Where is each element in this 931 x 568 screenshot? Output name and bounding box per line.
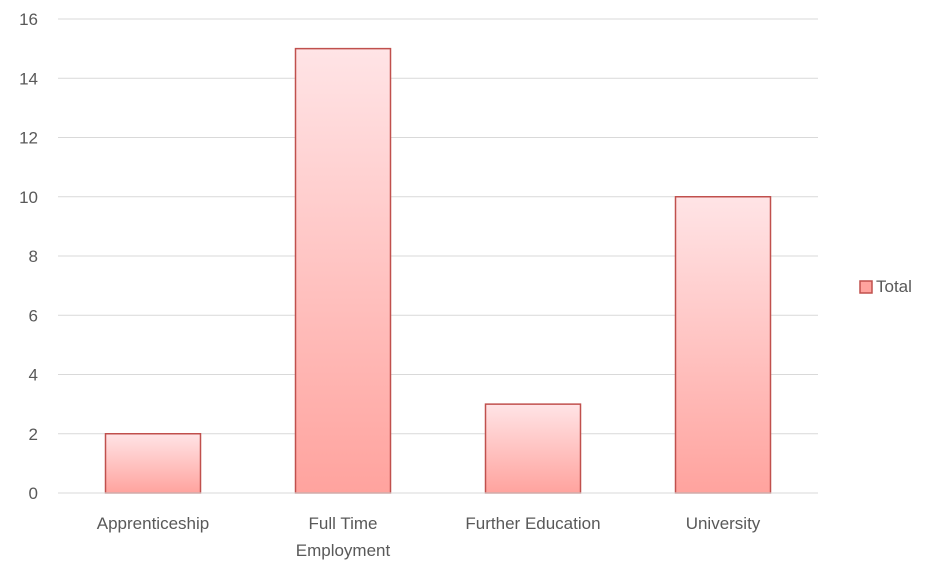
bars <box>104 47 772 494</box>
x-category-label: Full Time Employment <box>296 514 391 560</box>
y-tick-label: 12 <box>19 129 38 148</box>
bar-full-time-employment <box>294 47 392 494</box>
legend-label-total: Total <box>876 277 912 296</box>
legend: Total <box>859 277 912 296</box>
y-tick-label: 16 <box>19 10 38 29</box>
bar-further-education <box>484 403 582 494</box>
y-tick-label: 0 <box>29 484 38 503</box>
x-axis-category-labels: Apprenticeship Full Time Employment Further… <box>97 514 761 560</box>
legend-swatch-total <box>859 280 873 294</box>
y-tick-label: 8 <box>29 247 38 266</box>
y-axis-tick-labels: 0 2 4 6 8 10 12 14 16 <box>19 10 38 503</box>
y-tick-label: 10 <box>19 188 38 207</box>
y-tick-label: 2 <box>29 425 38 444</box>
bar-apprenticeship <box>104 433 202 494</box>
y-tick-label: 4 <box>29 366 38 385</box>
x-category-label: Apprenticeship <box>97 514 209 533</box>
gridlines <box>58 18 818 435</box>
y-tick-label: 6 <box>29 306 38 325</box>
y-tick-label: 14 <box>19 69 38 88</box>
x-category-label: University <box>686 514 761 533</box>
x-category-label: Further Education <box>465 514 600 533</box>
bar-university <box>674 196 772 494</box>
